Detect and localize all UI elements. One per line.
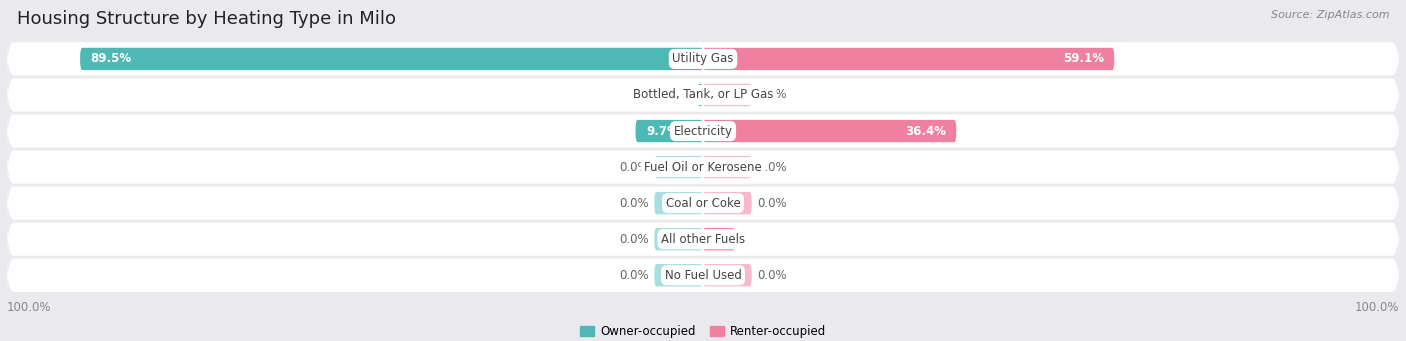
FancyBboxPatch shape (703, 192, 752, 214)
FancyBboxPatch shape (703, 228, 735, 250)
Text: Source: ZipAtlas.com: Source: ZipAtlas.com (1271, 10, 1389, 20)
FancyBboxPatch shape (654, 192, 703, 214)
Text: Electricity: Electricity (673, 124, 733, 137)
Text: 59.1%: 59.1% (1063, 53, 1104, 65)
Text: 0.75%: 0.75% (709, 89, 749, 102)
Text: 100.0%: 100.0% (7, 301, 52, 314)
Text: 0.0%: 0.0% (619, 197, 648, 210)
FancyBboxPatch shape (703, 48, 1115, 70)
Text: 36.4%: 36.4% (905, 124, 946, 137)
FancyBboxPatch shape (703, 84, 752, 106)
FancyBboxPatch shape (7, 220, 1399, 259)
FancyBboxPatch shape (703, 264, 752, 286)
Text: 0.0%: 0.0% (619, 161, 648, 174)
Text: Bottled, Tank, or LP Gas: Bottled, Tank, or LP Gas (633, 89, 773, 102)
Text: Utility Gas: Utility Gas (672, 53, 734, 65)
FancyBboxPatch shape (654, 156, 703, 178)
Text: 0.0%: 0.0% (758, 89, 787, 102)
FancyBboxPatch shape (703, 120, 956, 142)
FancyBboxPatch shape (7, 184, 1399, 223)
FancyBboxPatch shape (654, 264, 703, 286)
Text: 0.0%: 0.0% (619, 269, 648, 282)
Text: 9.7%: 9.7% (645, 124, 679, 137)
FancyBboxPatch shape (7, 112, 1399, 150)
Text: 89.5%: 89.5% (90, 53, 132, 65)
Text: 0.0%: 0.0% (758, 161, 787, 174)
Text: All other Fuels: All other Fuels (661, 233, 745, 246)
FancyBboxPatch shape (703, 156, 752, 178)
Text: No Fuel Used: No Fuel Used (665, 269, 741, 282)
Text: 4.6%: 4.6% (692, 233, 724, 246)
Legend: Owner-occupied, Renter-occupied: Owner-occupied, Renter-occupied (575, 321, 831, 341)
FancyBboxPatch shape (80, 48, 703, 70)
FancyBboxPatch shape (7, 256, 1399, 295)
FancyBboxPatch shape (7, 148, 1399, 187)
FancyBboxPatch shape (654, 228, 703, 250)
FancyBboxPatch shape (636, 120, 703, 142)
FancyBboxPatch shape (697, 84, 703, 106)
Text: 0.0%: 0.0% (758, 269, 787, 282)
Text: Fuel Oil or Kerosene: Fuel Oil or Kerosene (644, 161, 762, 174)
FancyBboxPatch shape (7, 75, 1399, 115)
FancyBboxPatch shape (7, 40, 1399, 78)
Text: 0.0%: 0.0% (758, 197, 787, 210)
Text: 0.0%: 0.0% (619, 233, 648, 246)
Text: Coal or Coke: Coal or Coke (665, 197, 741, 210)
Text: 100.0%: 100.0% (1354, 301, 1399, 314)
Text: Housing Structure by Heating Type in Milo: Housing Structure by Heating Type in Mil… (17, 10, 396, 28)
